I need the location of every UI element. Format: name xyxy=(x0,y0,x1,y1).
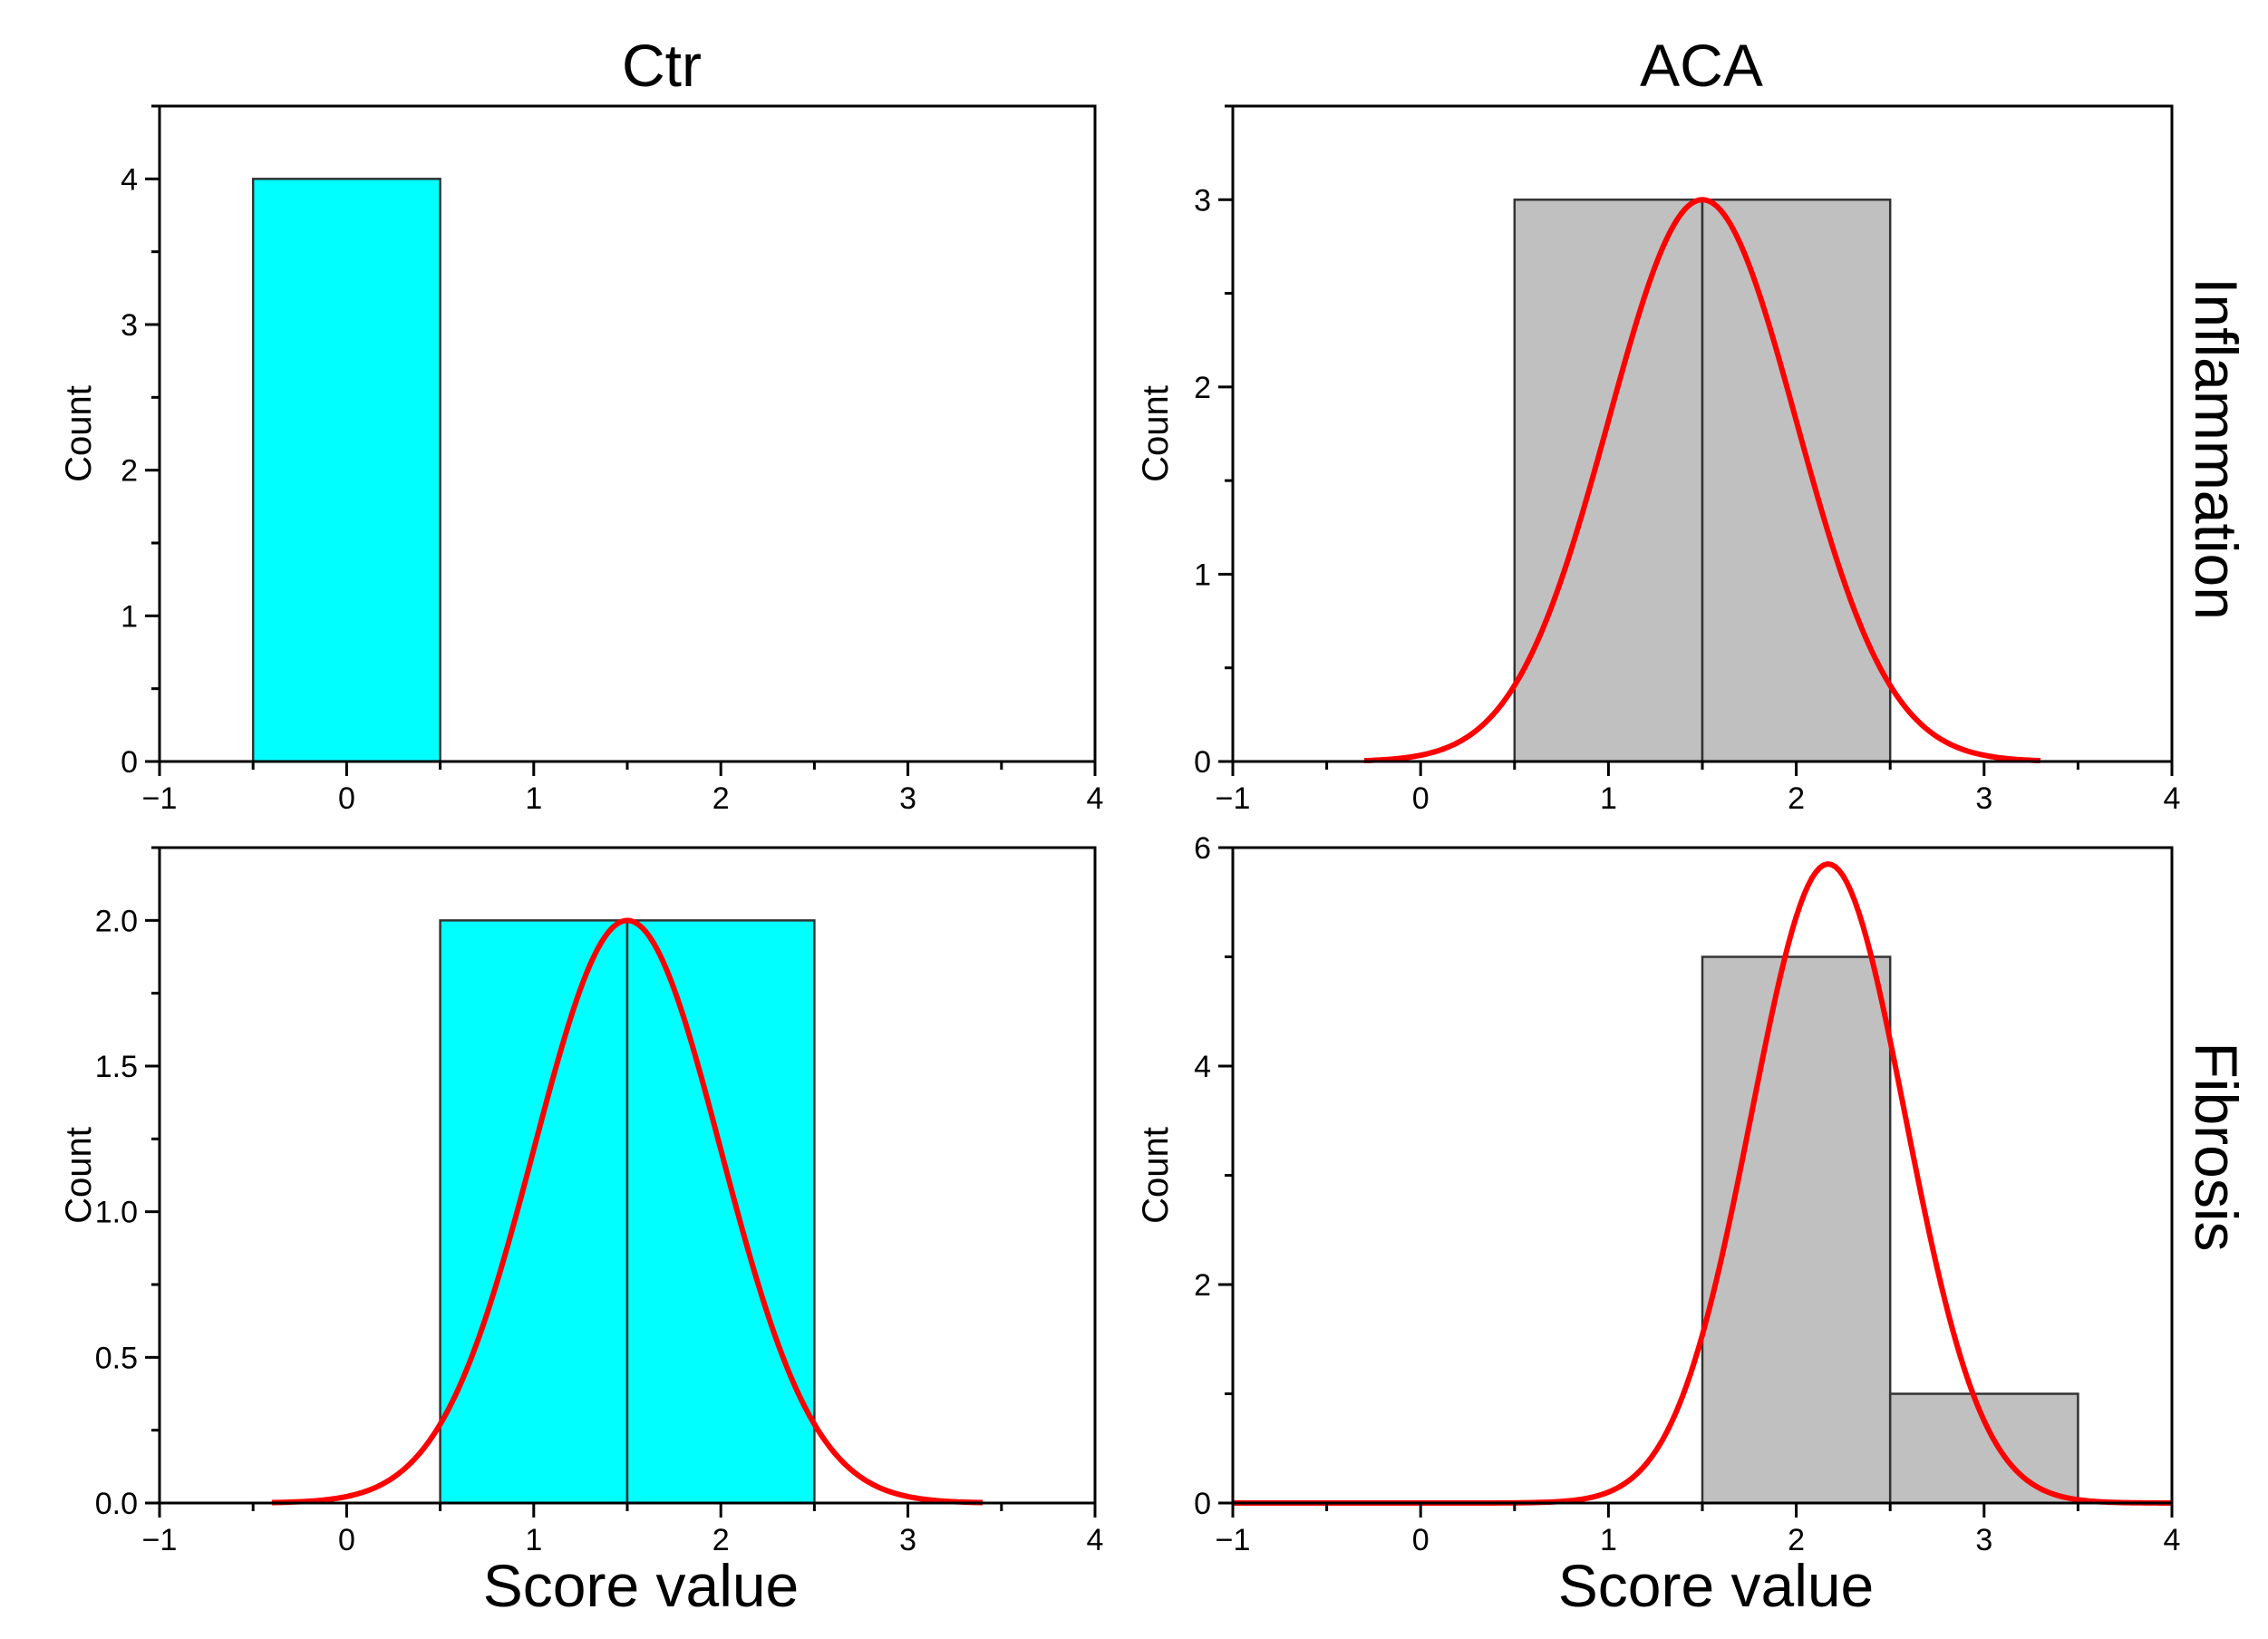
y-tick-label: 1.0 xyxy=(95,1196,138,1230)
x-tick-label: 3 xyxy=(899,781,916,816)
y-axis-label: Count xyxy=(1136,1127,1176,1224)
histogram-bar xyxy=(1701,199,1892,763)
x-tick-label: 1 xyxy=(1600,781,1617,816)
y-tick-label: 3 xyxy=(1194,183,1211,218)
y-tick-label: 4 xyxy=(1194,1050,1211,1084)
x-tick-label: 1 xyxy=(1600,1523,1617,1557)
histogram-bar xyxy=(1701,955,1892,1505)
x-tick-label: 4 xyxy=(2164,781,2181,816)
y-tick-label: 1 xyxy=(121,599,138,634)
panel-2: −1 0 1 2 3 4 0.0 0.5 1.0 1.5 2.0 Count xyxy=(59,846,1104,1557)
normal-fit-curve xyxy=(271,917,984,1506)
y-tick-label: 1 xyxy=(1194,558,1211,592)
y-tick-label: 2 xyxy=(121,454,138,489)
y-tick-label: 6 xyxy=(1194,831,1211,866)
y-axis-label: Count xyxy=(1136,385,1176,482)
y-tick-label: 2 xyxy=(1194,1268,1211,1303)
x-tick-label: −1 xyxy=(142,1523,178,1557)
x-tick-label: 2 xyxy=(712,781,730,816)
histogram-bar xyxy=(1888,1392,2079,1505)
y-tick-label: 0 xyxy=(121,745,138,780)
x-tick-label: −1 xyxy=(142,781,178,816)
y-tick-label: 3 xyxy=(121,308,138,343)
histogram-bar xyxy=(625,919,816,1505)
x-tick-label: 0 xyxy=(338,781,355,816)
y-tick-label: 0.5 xyxy=(95,1341,138,1375)
x-tick-label: 0 xyxy=(1412,781,1430,816)
x-tick-label: 2 xyxy=(712,1523,730,1557)
histogram-bar xyxy=(251,178,441,763)
x-tick-label: 3 xyxy=(899,1523,916,1557)
y-tick-label: 4 xyxy=(121,162,138,197)
y-tick-label: 2 xyxy=(1194,371,1211,405)
histogram-bar xyxy=(1513,199,1704,763)
x-axis-title-aca: Score value xyxy=(1558,1552,1875,1619)
normal-fit-curve xyxy=(1363,197,2041,764)
y-axis-label: Count xyxy=(59,385,99,482)
y-tick-label: 0.0 xyxy=(95,1487,138,1521)
x-tick-label: 2 xyxy=(1788,781,1805,816)
row-title-fibrosis: Fibrosis xyxy=(2183,1042,2250,1251)
x-tick-label: −1 xyxy=(1216,1523,1251,1557)
x-tick-label: 0 xyxy=(338,1523,355,1557)
x-tick-label: 4 xyxy=(1087,1523,1104,1557)
y-tick-label: 0 xyxy=(1194,1487,1211,1521)
y-tick-label: 2.0 xyxy=(95,904,138,938)
x-tick-label: 4 xyxy=(2164,1523,2181,1557)
column-title-aca: ACA xyxy=(1640,32,1763,99)
x-tick-label: 2 xyxy=(1788,1523,1805,1557)
x-tick-label: −1 xyxy=(1216,781,1251,816)
x-tick-label: 0 xyxy=(1412,1523,1430,1557)
x-tick-label: 1 xyxy=(525,1523,542,1557)
y-tick-label: 1.5 xyxy=(95,1050,138,1084)
x-tick-label: 3 xyxy=(1975,781,1992,816)
row-title-inflammation: Inflammation xyxy=(2183,277,2250,620)
x-tick-label: 3 xyxy=(1975,1523,1992,1557)
x-axis-title-ctr: Score value xyxy=(483,1552,800,1619)
column-title-ctr: Ctr xyxy=(622,32,702,99)
y-axis-label: Count xyxy=(59,1127,99,1224)
x-tick-label: 4 xyxy=(1087,781,1104,816)
x-tick-label: 1 xyxy=(525,781,542,816)
histogram-bar xyxy=(439,919,629,1505)
y-tick-label: 0 xyxy=(1194,745,1211,780)
